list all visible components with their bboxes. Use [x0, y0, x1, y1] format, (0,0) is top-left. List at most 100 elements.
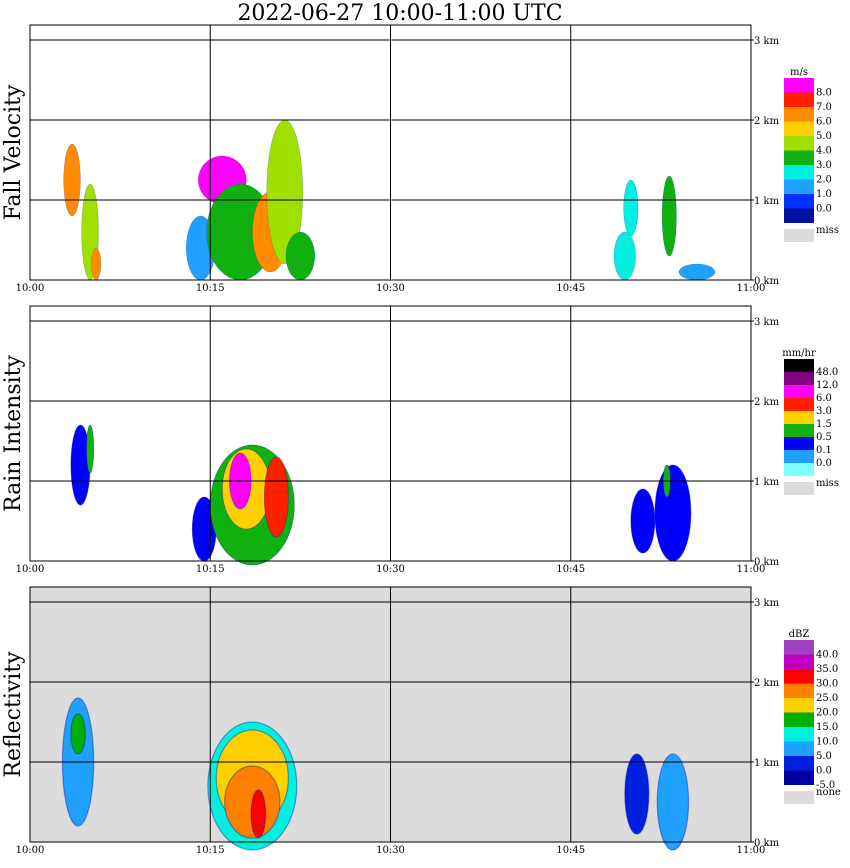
panel-1-echo-3 [91, 247, 102, 281]
panel-2-xtick-1030: 10:30 [376, 564, 405, 575]
panel-2-echo-7 [263, 456, 289, 538]
panel-3-ytick-2: 2 km [754, 678, 780, 689]
panel-2-ytick-2: 2 km [754, 397, 780, 408]
panel-2-echo-2 [86, 424, 95, 474]
panel-2-xtick-1015: 10:15 [196, 564, 225, 575]
panel-2-legend-swatch-7 [784, 437, 814, 450]
panel-2-legend-level-1: 48.0 [816, 367, 838, 378]
panel-1-legend-level-6: 3.0 [816, 160, 832, 171]
panel-3-legend-swatch-2 [784, 654, 814, 669]
panel-1-legend-level-1: 8.0 [816, 88, 832, 99]
panel-2-legend-unit: mm/hr [782, 348, 816, 359]
panel-1-echo-11 [613, 231, 636, 281]
panel-1-echo-1 [63, 143, 81, 217]
panel-2-echo-8 [630, 488, 656, 554]
panel-1-frame [29, 24, 752, 281]
panel-2-legend-swatch-5 [784, 411, 814, 424]
panel-2-legend-swatch-3 [784, 385, 814, 398]
panel-3-legend-swatch-3 [784, 669, 814, 684]
panel-2-ytick-0: 0 km [754, 557, 780, 568]
panel-1-ytick-1: 1 km [754, 196, 780, 207]
panel-3-ytick-1: 1 km [754, 758, 780, 769]
panel-1-legend-swatch-2 [784, 92, 814, 107]
panel-2-legend-level-5: 1.5 [816, 419, 832, 430]
panel-3-legend-level-1: 40.0 [816, 650, 838, 661]
panel-3-legend-missing-swatch [784, 791, 814, 804]
panel-2-legend-missing-label: miss [816, 478, 839, 489]
panel-3-ytick-0: 0 km [754, 838, 780, 849]
panel-3-legend-level-5: 20.0 [816, 708, 838, 719]
panel-2-echo-9 [654, 464, 692, 562]
panel-2-legend-swatch-6 [784, 424, 814, 437]
panel-1-legend-swatch-3 [784, 107, 814, 122]
panel-1-ytick-3: 3 km [754, 36, 780, 47]
panel-3-legend-level-2: 35.0 [816, 664, 838, 675]
panel-3-legend-level-7: 10.0 [816, 737, 838, 748]
panel-3-legend-missing-label: none [816, 787, 841, 798]
panel-3-legend-level-4: 25.0 [816, 693, 838, 704]
panel-3-echo-2 [70, 713, 86, 755]
panel-1-xtick-1045: 10:45 [556, 283, 585, 294]
panel-1-legend-level-8: 1.0 [816, 189, 832, 200]
panel-3-legend-level-9: 0.0 [816, 766, 832, 777]
panel-2-legend-swatch-1 [784, 359, 814, 372]
panel-3-xtick-1045: 10:45 [556, 845, 585, 856]
panel-3-xtick-1030: 10:30 [376, 845, 405, 856]
panel-1-legend-swatch-8 [784, 179, 814, 194]
panel-2-legend-missing-swatch [784, 482, 814, 495]
panel-1-echo-12 [661, 175, 677, 257]
panel-2-xtick-1000: 10:00 [16, 564, 45, 575]
panel-1-xtick-1100: 11:00 [737, 283, 766, 294]
panel-1-ylabel: Fall Velocity [1, 84, 26, 220]
panel-1-xtick-1000: 10:00 [16, 283, 45, 294]
panel-1-legend-missing-swatch [784, 229, 814, 242]
panel-1-xtick-1015: 10:15 [196, 283, 225, 294]
panel-1-legend-level-4: 5.0 [816, 131, 832, 142]
panel-3-legend-swatch-10 [784, 770, 814, 785]
panel-3-legend-level-10: -5.0 [816, 780, 835, 791]
panel-1-echo-9 [285, 231, 315, 281]
panel-2-frame [29, 305, 752, 562]
panel-1-legend-level-7: 2.0 [816, 175, 832, 186]
panel-2-legend-level-6: 0.5 [816, 432, 832, 443]
panel-3-echo-6 [250, 789, 267, 839]
panel-1-echo-13 [678, 263, 716, 281]
panel-3-legend-swatch-5 [784, 698, 814, 713]
chart-title: 2022-06-27 10:00-11:00 UTC [237, 1, 563, 26]
panel-1-legend-swatch-6 [784, 150, 814, 165]
panel-3-legend-level-6: 15.0 [816, 722, 838, 733]
panel-3-xtick-1100: 11:00 [737, 845, 766, 856]
panel-1-legend-level-5: 4.0 [816, 146, 832, 157]
panel-1-ytick-2: 2 km [754, 116, 780, 127]
panel-3-legend-level-8: 5.0 [816, 751, 832, 762]
panel-2-legend-level-4: 3.0 [816, 406, 832, 417]
panel-2-ylabel: Rain Intensity [1, 354, 26, 511]
panel-1-legend-missing-label: miss [816, 225, 839, 236]
panel-2-legend-swatch-9 [784, 463, 814, 476]
panel-2-legend-level-8: 0.0 [816, 458, 832, 469]
panel-2-legend-level-7: 0.1 [816, 445, 832, 456]
panel-1-legend-swatch-5 [784, 136, 814, 151]
panel-3-legend-unit: dBZ [789, 629, 810, 640]
panel-3-ytick-3: 3 km [754, 598, 780, 609]
panel-1-legend-level-2: 7.0 [816, 102, 832, 113]
panel-3-xtick-1015: 10:15 [196, 845, 225, 856]
panel-3-frame [29, 586, 752, 843]
panel-1-legend-unit: m/s [790, 67, 808, 78]
panel-3-xtick-1000: 10:00 [16, 845, 45, 856]
panel-2-xtick-1045: 10:45 [556, 564, 585, 575]
panel-3-legend-swatch-8 [784, 741, 814, 756]
panel-3-legend-swatch-1 [784, 640, 814, 655]
panel-1-legend-level-9: 0.0 [816, 204, 832, 215]
panel-1-echo-10 [623, 179, 639, 237]
panel-1-legend-swatch-4 [784, 121, 814, 136]
panel-1-legend-swatch-7 [784, 165, 814, 180]
panel-2-ytick-1: 1 km [754, 477, 780, 488]
panel-3-legend-swatch-4 [784, 683, 814, 698]
panel-1-legend-swatch-9 [784, 194, 814, 209]
panel-3-echo-7 [624, 753, 650, 835]
panel-1-xtick-1030: 10:30 [376, 283, 405, 294]
panel-2-legend-swatch-8 [784, 450, 814, 463]
panel-2-ytick-3: 3 km [754, 317, 780, 328]
